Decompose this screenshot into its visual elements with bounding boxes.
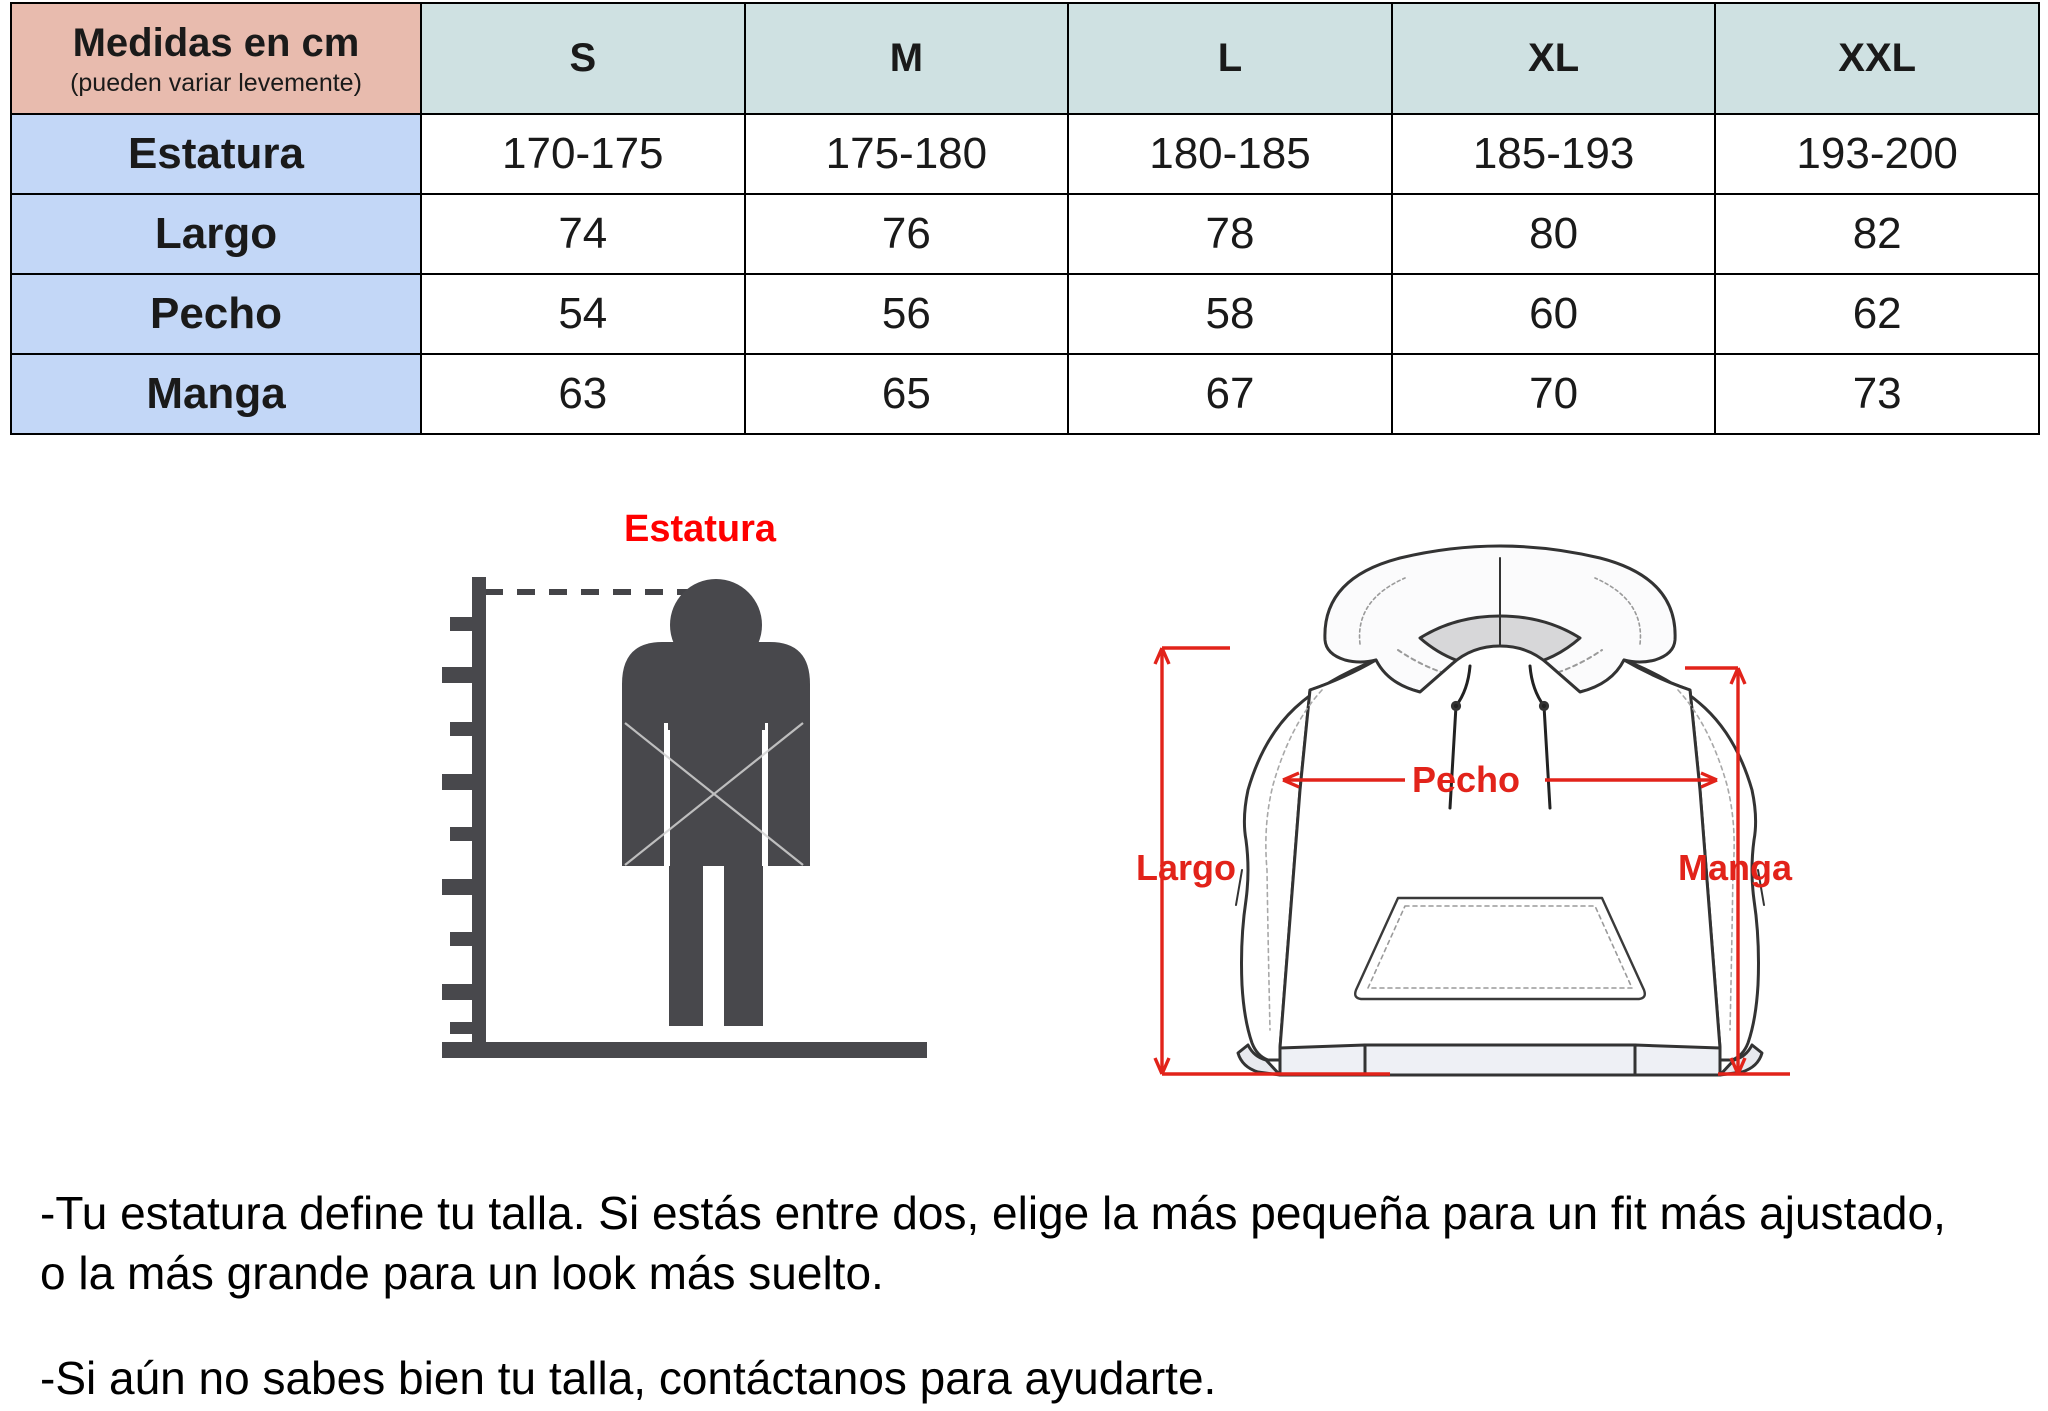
svg-text:Largo: Largo [1136,847,1236,888]
svg-text:Manga: Manga [1678,847,1793,888]
svg-text:Pecho: Pecho [1412,759,1520,800]
